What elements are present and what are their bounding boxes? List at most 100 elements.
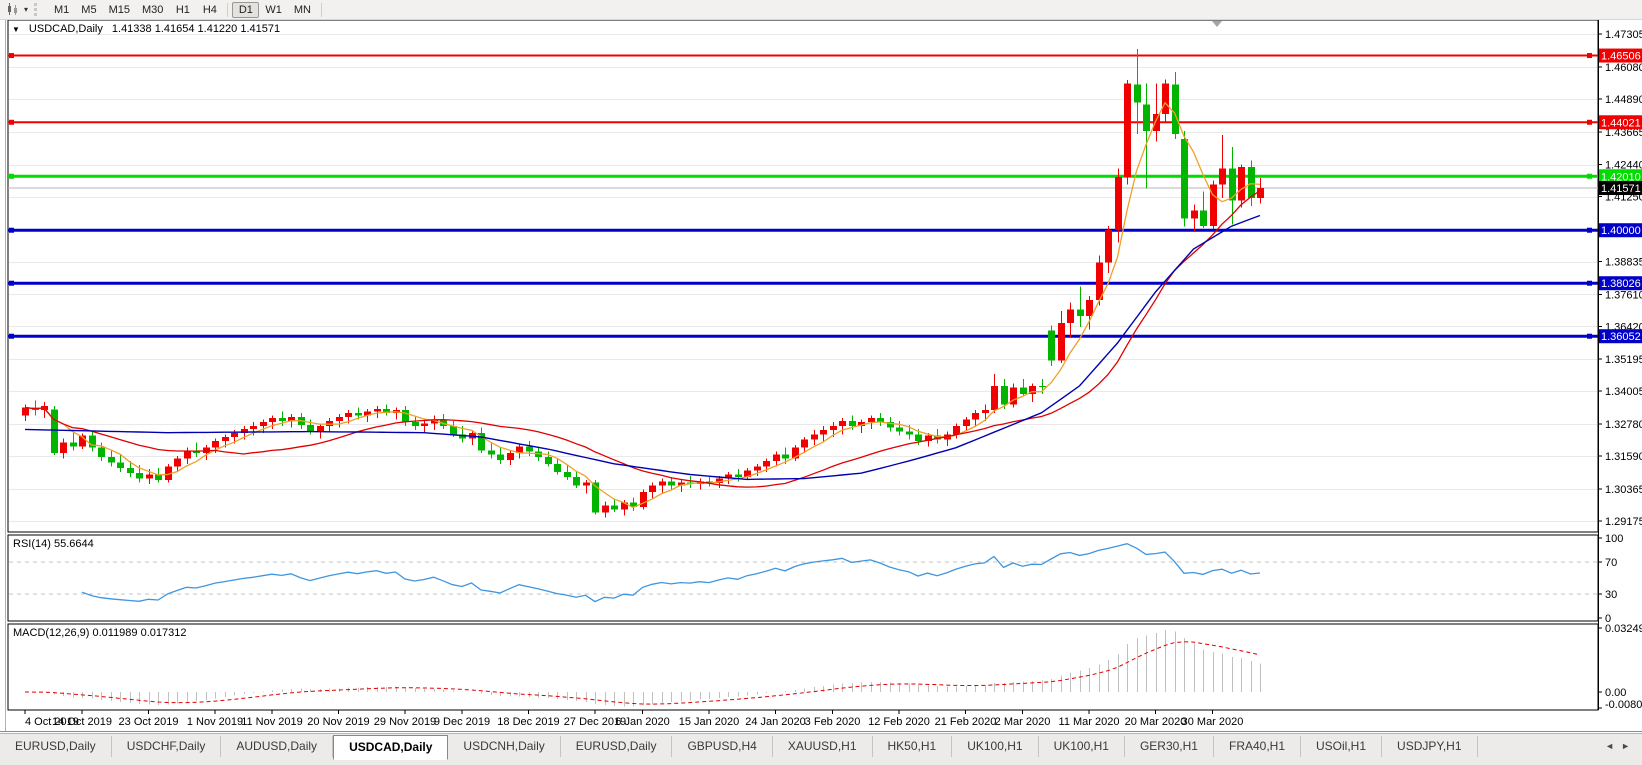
svg-text:1.32780: 1.32780 xyxy=(1605,419,1642,431)
svg-text:1.29175: 1.29175 xyxy=(1605,516,1642,528)
svg-text:11 Mar 2020: 11 Mar 2020 xyxy=(1059,716,1120,728)
toolbar-grip[interactable] xyxy=(34,3,42,16)
ma-slow-line xyxy=(24,214,1261,481)
tab-usdcad-daily[interactable]: USDCAD,Daily xyxy=(333,735,449,760)
macd-panel xyxy=(7,623,1599,711)
tab-scroll-left-icon[interactable]: ◄ xyxy=(1605,741,1615,751)
timeframe-button-mn[interactable]: MN xyxy=(288,2,317,18)
timeframe-button-d1[interactable]: D1 xyxy=(232,1,260,18)
price-badge xyxy=(1599,276,1642,291)
price-badge xyxy=(1599,223,1642,238)
h-line-anchor xyxy=(9,280,14,286)
h-line-anchor xyxy=(1587,280,1592,286)
tab-uk100-h1[interactable]: UK100,H1 xyxy=(952,736,1039,757)
svg-text:15 Jan 2020: 15 Jan 2020 xyxy=(679,716,740,728)
svg-text:1.43665: 1.43665 xyxy=(1605,127,1642,139)
svg-text:1.42010: 1.42010 xyxy=(1601,171,1641,183)
timeframe-button-m15[interactable]: M15 xyxy=(103,2,136,18)
svg-text:12 Feb 2020: 12 Feb 2020 xyxy=(868,716,930,728)
tab-ger30-h1[interactable]: GER30,H1 xyxy=(1125,736,1214,757)
svg-text:4 Oct 2019: 4 Oct 2019 xyxy=(25,716,79,728)
main-panel xyxy=(7,19,1599,533)
ma-medium-line xyxy=(24,190,1261,488)
svg-text:11 Nov 2019: 11 Nov 2019 xyxy=(241,716,303,728)
h-line-anchor xyxy=(9,333,14,339)
chart-tabs: EURUSD,Daily USDCHF,Daily AUDUSD,Daily USDC… xyxy=(0,735,1478,760)
svg-text:1.40000: 1.40000 xyxy=(1601,225,1641,237)
line-studies-icon[interactable] xyxy=(2,2,24,17)
svg-text:20 Mar 2020: 20 Mar 2020 xyxy=(1125,716,1187,728)
main-grid xyxy=(9,34,1597,522)
timeframe-buttons: M1 M5 M15 M30 H1 H4 D1 W1 MN xyxy=(48,1,326,18)
rsi-axis-label: 0 xyxy=(1605,613,1611,625)
svg-text:1.46080: 1.46080 xyxy=(1605,62,1642,74)
tab-fra40-h1[interactable]: FRA40,H1 xyxy=(1214,736,1302,757)
tab-xauusd-h1[interactable]: XAUUSD,H1 xyxy=(773,736,873,757)
tab-uk100-h1[interactable]: UK100,H1 xyxy=(1039,736,1125,757)
h-line-anchor xyxy=(1587,227,1592,233)
svg-text:1.44890: 1.44890 xyxy=(1605,94,1642,106)
price-badge xyxy=(1599,115,1642,130)
svg-text:14 Oct 2019: 14 Oct 2019 xyxy=(52,716,112,728)
chart-title-bar: ▼ USDCAD,Daily 1.41338 1.41654 1.41220 1… xyxy=(12,23,280,35)
price-badge xyxy=(1599,169,1642,184)
chart-shift-marker xyxy=(1212,21,1222,27)
price-badge xyxy=(1599,181,1642,196)
timeframe-button-m1[interactable]: M1 xyxy=(48,2,75,18)
tab-scroll-arrows: ◄ ► xyxy=(1605,736,1642,751)
rsi-axis-label: 100 xyxy=(1605,533,1623,545)
rsi-line xyxy=(81,543,1261,603)
svg-text:1.31590: 1.31590 xyxy=(1605,451,1642,463)
svg-text:1.30365: 1.30365 xyxy=(1605,484,1642,496)
tab-scroll-right-icon[interactable]: ► xyxy=(1621,741,1630,751)
horizontal-lines[interactable] xyxy=(8,53,1598,339)
rsi-axis-label: 30 xyxy=(1605,589,1617,601)
tab-usdcnh-daily[interactable]: USDCNH,Daily xyxy=(448,736,561,757)
svg-text:1.38026: 1.38026 xyxy=(1601,278,1641,290)
tab-usoil-h1[interactable]: USOil,H1 xyxy=(1301,736,1383,757)
price-axis[interactable]: 1.473051.460801.448901.436651.424401.412… xyxy=(1598,29,1642,528)
timeframe-button-h4[interactable]: H4 xyxy=(196,2,223,18)
tab-gbpusd-h4[interactable]: GBPUSD,H4 xyxy=(672,736,773,757)
svg-text:2 Mar 2020: 2 Mar 2020 xyxy=(995,716,1051,728)
svg-text:1.46506: 1.46506 xyxy=(1601,51,1641,63)
timeframe-toolbar: ▾ M1 M5 M15 M30 H1 H4 D1 W1 MN xyxy=(0,0,1642,20)
tab-audusd-daily[interactable]: AUDUSD,Daily xyxy=(221,736,334,757)
timeframe-button-m5[interactable]: M5 xyxy=(75,2,102,18)
price-badge xyxy=(1599,48,1642,63)
svg-text:1.37610: 1.37610 xyxy=(1605,289,1642,301)
svg-text:21 Feb 2020: 21 Feb 2020 xyxy=(935,716,997,728)
svg-text:1.47305: 1.47305 xyxy=(1605,29,1642,41)
tab-hk50-h1[interactable]: HK50,H1 xyxy=(873,736,953,757)
macd-indicator-label: MACD(12,26,9) 0.011989 0.017312 xyxy=(13,627,187,639)
timeframe-button-w1[interactable]: W1 xyxy=(259,2,288,18)
svg-text:29 Nov 2019: 29 Nov 2019 xyxy=(374,716,436,728)
h-line-anchor xyxy=(1587,53,1592,59)
svg-text:1.38835: 1.38835 xyxy=(1605,257,1642,269)
dropdown-caret-icon[interactable]: ▾ xyxy=(24,5,29,14)
svg-text:1.36052: 1.36052 xyxy=(1601,331,1641,343)
macd-signal-line xyxy=(24,641,1261,705)
h-line-anchor xyxy=(1587,119,1592,125)
macd-axis-label: -0.008086 xyxy=(1605,699,1642,711)
svg-text:1.41571: 1.41571 xyxy=(1601,183,1641,195)
svg-text:18 Dec 2019: 18 Dec 2019 xyxy=(497,716,559,728)
h-line-anchor xyxy=(9,53,14,59)
h-line-anchor xyxy=(9,227,14,233)
chart-collapse-icon[interactable]: ▼ xyxy=(12,24,20,34)
chart-tab-bar: EURUSD,Daily USDCHF,Daily AUDUSD,Daily USDC… xyxy=(0,733,1642,765)
toolbar-separator xyxy=(227,2,229,17)
tab-usdjpy-h1[interactable]: USDJPY,H1 xyxy=(1382,736,1478,757)
h-line-anchor xyxy=(1587,333,1592,339)
price-badge xyxy=(1599,329,1642,344)
tab-eurusd-daily[interactable]: EURUSD,Daily xyxy=(561,736,673,757)
chart-ohlc-values: 1.41338 1.41654 1.41220 1.41571 xyxy=(111,23,281,35)
tab-usdchf-daily[interactable]: USDCHF,Daily xyxy=(112,736,222,757)
macd-axis-label: 0.032493 xyxy=(1605,623,1642,635)
tab-eurusd-daily[interactable]: EURUSD,Daily xyxy=(0,736,112,757)
timeframe-button-h1[interactable]: H1 xyxy=(169,2,196,18)
h-line-anchor xyxy=(9,119,14,125)
timeframe-button-m30[interactable]: M30 xyxy=(136,2,169,18)
